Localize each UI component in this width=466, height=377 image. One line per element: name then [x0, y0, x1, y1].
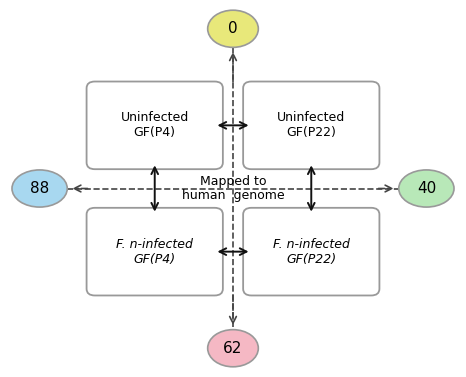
FancyBboxPatch shape	[243, 208, 379, 296]
Text: F. n-infected
GF(P4): F. n-infected GF(P4)	[116, 238, 193, 266]
Ellipse shape	[399, 170, 454, 207]
Text: 0: 0	[228, 21, 238, 36]
Text: Uninfected
GF(P4): Uninfected GF(P4)	[121, 111, 189, 139]
FancyBboxPatch shape	[243, 81, 379, 169]
Text: 62: 62	[223, 341, 243, 356]
Text: 88: 88	[30, 181, 49, 196]
FancyBboxPatch shape	[87, 81, 223, 169]
Ellipse shape	[208, 10, 258, 48]
Text: 40: 40	[417, 181, 436, 196]
Ellipse shape	[208, 329, 258, 367]
FancyBboxPatch shape	[87, 208, 223, 296]
Text: F. n-infected
GF(P22): F. n-infected GF(P22)	[273, 238, 350, 266]
Text: Uninfected
GF(P22): Uninfected GF(P22)	[277, 111, 345, 139]
Ellipse shape	[12, 170, 67, 207]
Text: Mapped to
human  genome: Mapped to human genome	[182, 175, 284, 202]
